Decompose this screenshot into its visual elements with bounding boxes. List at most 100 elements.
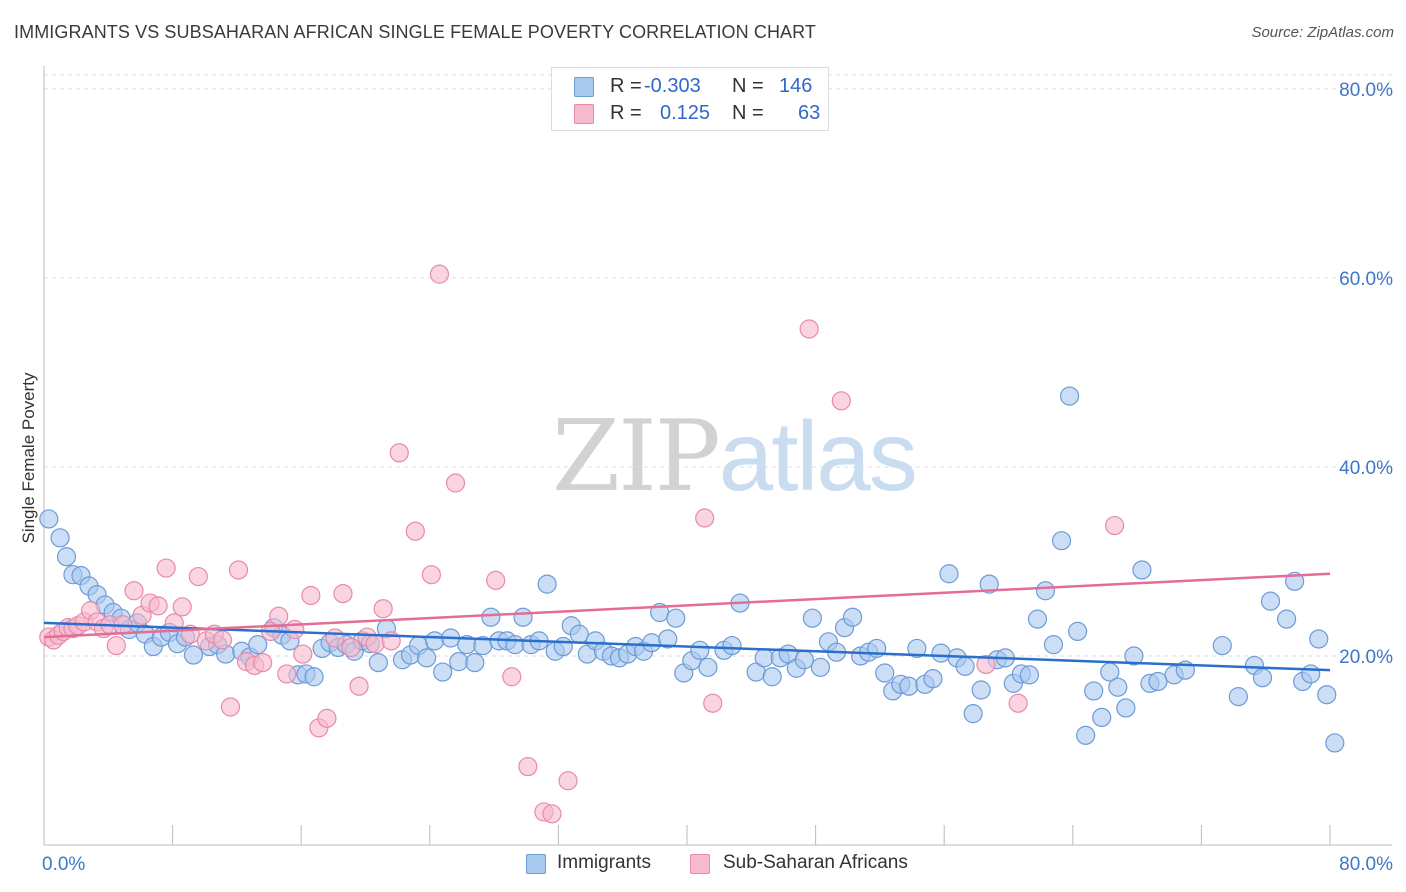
immigrants-point	[1019, 665, 1039, 685]
immigrants-point	[513, 607, 533, 627]
x-tick-label: 80.0%	[1339, 854, 1393, 875]
immigrants-point	[1059, 386, 1080, 406]
subsaharan-point	[1008, 693, 1028, 713]
y-tick-label: 40.0%	[1339, 458, 1393, 479]
subsaharan-point	[405, 521, 425, 541]
immigrants-point	[1068, 621, 1088, 642]
watermark: ZIPatlas	[552, 400, 918, 514]
subsaharan-point	[976, 654, 996, 675]
watermark-atlas: atlas	[718, 401, 918, 511]
subsaharan-points	[39, 264, 1125, 824]
immigrants-point	[1116, 698, 1136, 718]
subsaharan-point	[341, 637, 361, 658]
subsaharan-point	[373, 599, 393, 619]
subsaharan-point	[277, 664, 297, 684]
immigrants-point	[923, 669, 943, 689]
subsaharan-point	[542, 804, 562, 824]
immigrants-point	[971, 680, 991, 700]
immigrants-point	[1276, 609, 1297, 629]
immigrants-point	[955, 656, 975, 676]
immigrants-point	[1084, 681, 1104, 701]
legend-r-value: 0.125	[660, 102, 711, 124]
subsaharan-point	[365, 634, 385, 654]
subsaharan-point	[269, 606, 289, 626]
subsaharan-point	[695, 508, 715, 528]
immigrants-point	[842, 607, 863, 627]
immigrants-point	[666, 608, 686, 628]
subsaharan-point	[253, 652, 273, 673]
subsaharan-point	[301, 585, 321, 606]
immigrants-point	[1051, 531, 1072, 551]
subsaharan-point	[212, 630, 233, 650]
immigrants-point	[1043, 635, 1064, 655]
subsaharan-point	[518, 756, 538, 777]
immigrants-point	[939, 564, 959, 584]
immigrants-point	[1212, 635, 1232, 656]
immigrants-point	[416, 648, 437, 668]
subsaharan-trend-line	[43, 572, 1331, 639]
subsaharan-point	[333, 583, 353, 604]
immigrants-point	[658, 629, 678, 649]
legend-r-label: R =	[610, 75, 642, 97]
subsaharan-point	[445, 473, 466, 493]
subsaharan-point	[325, 628, 345, 648]
immigrants-point	[433, 662, 453, 682]
subsaharan-point	[389, 443, 409, 463]
immigrants-point	[762, 667, 782, 687]
immigrants-point	[907, 638, 927, 659]
immigrants-point	[642, 633, 662, 653]
immigrants-point	[1148, 671, 1168, 692]
legend-r-label: R =	[610, 102, 642, 124]
immigrants-point	[722, 635, 742, 656]
immigrants-point	[963, 704, 983, 724]
subsaharan-point	[703, 693, 723, 713]
subsaharan-point	[220, 697, 241, 717]
subsaharan-point	[172, 597, 192, 617]
legend-n-value: 63	[798, 102, 821, 124]
legend-n-label: N =	[732, 75, 764, 97]
immigrants-point	[449, 652, 469, 672]
subsaharan-swatch	[574, 104, 594, 124]
immigrants-point	[810, 657, 831, 677]
legend-r-value: -0.303	[644, 75, 701, 97]
legend-label-subsaharan: Sub-Saharan Africans	[723, 852, 908, 873]
immigrants-point	[794, 650, 814, 670]
subsaharan-point	[421, 565, 442, 585]
immigrants-point	[875, 663, 895, 683]
subsaharan-legend-swatch	[690, 854, 710, 874]
immigrants-point	[537, 574, 557, 594]
subsaharan-point	[349, 676, 369, 696]
subsaharan-point	[124, 581, 144, 601]
legend-label-immigrants: Immigrants	[557, 852, 651, 873]
immigrants-legend-swatch	[526, 854, 546, 874]
immigrants-point	[1124, 646, 1144, 666]
immigrants-swatch	[574, 77, 594, 97]
immigrants-point	[899, 676, 919, 696]
series-legend: Immigrants Sub-Saharan Africans	[0, 852, 1406, 878]
chart-title: IMMIGRANTS VS SUBSAHARAN AFRICAN SINGLE …	[14, 22, 817, 42]
immigrants-point	[754, 648, 774, 668]
legend-n-value: 146	[779, 75, 813, 97]
immigrants-point	[248, 635, 268, 655]
immigrants-point	[1301, 664, 1321, 684]
subsaharan-point	[486, 570, 506, 590]
trend-lines	[43, 572, 1331, 672]
legend-n-label: N =	[732, 102, 764, 124]
immigrants-point	[1108, 677, 1128, 697]
y-tick-label: 20.0%	[1339, 647, 1393, 668]
y-tick-label: 80.0%	[1339, 80, 1393, 101]
immigrants-point	[553, 636, 573, 657]
immigrants-point	[1325, 733, 1345, 753]
subsaharan-point	[106, 635, 126, 656]
immigrants-point	[425, 631, 445, 651]
immigrants-point	[569, 624, 589, 644]
subsaharan-point	[317, 708, 337, 728]
immigrants-point	[481, 607, 501, 627]
subsaharan-point	[799, 319, 819, 339]
subsaharan-point	[502, 667, 522, 687]
immigrants-point	[39, 509, 59, 529]
subsaharan-point	[148, 596, 168, 616]
subsaharan-point	[1104, 515, 1125, 536]
subsaharan-point	[156, 558, 176, 578]
immigrants-point	[690, 640, 710, 660]
